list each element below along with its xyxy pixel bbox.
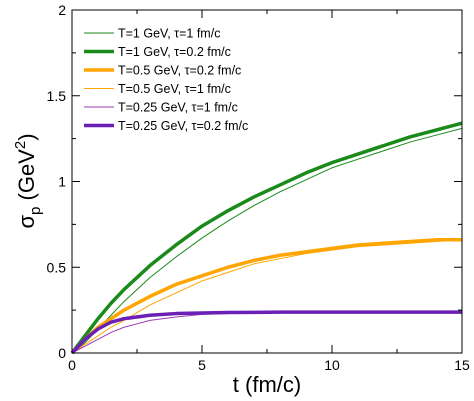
legend-label-0: T=1 GeV, τ=1 fm/c (118, 27, 220, 41)
ticks-layer: 0 5 10 15 0 0.5 1 1.5 2 (47, 2, 470, 373)
y-tick-label-3: 1.5 (47, 88, 67, 104)
svg-text:σp (GeV2): σp (GeV2) (12, 133, 44, 228)
series-line-1 (70, 121, 463, 355)
x-tick-label-2: 10 (324, 357, 340, 373)
x-tick-label-1: 5 (198, 357, 206, 373)
series-line-0 (71, 127, 463, 354)
y-axis-title: σp (GeV2) (12, 133, 44, 228)
y-axis-title-symbol: σ (14, 215, 39, 229)
y-tick-label-2: 1 (58, 174, 66, 190)
plot-frame (71, 9, 463, 354)
legend: T=1 GeV, τ=1 fm/c T=1 GeV, τ=0.2 fm/c T=0.… (84, 27, 248, 133)
y-axis-title-unit-close: ) (14, 133, 39, 140)
y-axis-title-unit: (GeV (14, 149, 39, 207)
x-tick-label-0: 0 (68, 357, 76, 373)
y-tick-label-4: 2 (58, 2, 66, 18)
y-axis-title-unit-sup: 2 (12, 141, 29, 149)
y-axis-title-subscript: p (27, 207, 44, 215)
series-line-5 (70, 310, 462, 355)
legend-label-2: T=0.5 GeV, τ=0.2 fm/c (118, 64, 241, 78)
y-tick-label-1: 0.5 (47, 259, 67, 275)
series-line-2 (70, 238, 462, 355)
legend-label-3: T=0.5 GeV, τ=1 fm/c (118, 82, 231, 96)
legend-label-1: T=1 GeV, τ=0.2 fm/c (118, 45, 231, 59)
series-line-3 (71, 239, 463, 354)
x-tick-label-3: 15 (454, 357, 470, 373)
legend-label-5: T=0.25 GeV, τ=0.2 fm/c (118, 119, 248, 133)
x-axis-title: t (fm/c) (233, 372, 301, 397)
series-layer (70, 121, 463, 355)
legend-label-4: T=0.25 GeV, τ=1 fm/c (118, 101, 238, 115)
y-tick-label-0: 0 (58, 345, 66, 361)
